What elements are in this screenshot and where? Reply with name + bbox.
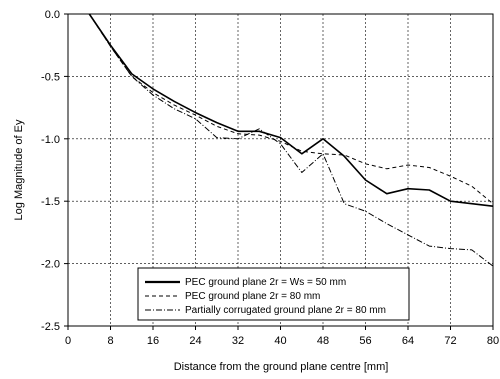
y-tick-label: -0.5: [41, 71, 60, 83]
x-tick-label: 8: [107, 335, 113, 347]
series-line-2: [88, 13, 494, 205]
y-axis-ticks: 0.0 -0.5 -1.0 -1.5 -2.0 -2.5: [41, 9, 68, 333]
x-tick-label: 80: [487, 335, 499, 347]
y-tick-label: -1.0: [41, 134, 60, 146]
x-tick-label: 32: [232, 335, 244, 347]
x-tick-label: 56: [359, 335, 371, 347]
series-line-3: [88, 13, 494, 267]
y-tick-label: -2.5: [41, 321, 60, 333]
x-axis-ticks: 0 8 16 24 32 40 48 56 64 72 80: [65, 326, 499, 347]
x-axis-label: Distance from the ground plane centre [m…: [174, 361, 389, 373]
x-tick-label: 24: [189, 335, 201, 347]
grid: [68, 14, 493, 326]
x-tick-label: 0: [65, 335, 71, 347]
x-tick-label: 48: [317, 335, 329, 347]
legend: PEC ground plane 2r = Ws = 50 mm PEC gro…: [137, 267, 410, 321]
series-line-1: [88, 13, 494, 207]
y-tick-label: -2.0: [41, 259, 60, 271]
x-tick-label: 16: [147, 335, 159, 347]
series-group: [88, 13, 494, 267]
legend-box: [137, 267, 410, 321]
x-tick-label: 72: [444, 335, 456, 347]
legend-label-series-1: PEC ground plane 2r = Ws = 50 mm: [185, 277, 346, 288]
x-tick-label: 40: [274, 335, 286, 347]
y-tick-label: 0.0: [45, 9, 60, 21]
x-tick-label: 64: [402, 335, 414, 347]
y-tick-label: -1.5: [41, 196, 60, 208]
legend-label-series-2: PEC ground plane 2r = 80 mm: [185, 291, 320, 302]
y-axis-label: Log Magnitude of Ey: [13, 119, 25, 220]
legend-label-series-3: Partially corrugated ground plane 2r = 8…: [185, 305, 386, 316]
